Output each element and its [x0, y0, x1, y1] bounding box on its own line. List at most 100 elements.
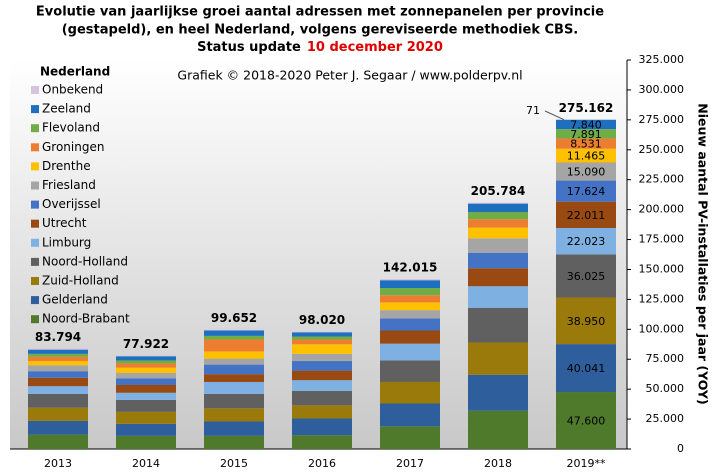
- bar-segment: [380, 330, 440, 344]
- y-tick-label: 200.000: [639, 203, 685, 216]
- y-tick-label: 275.000: [639, 113, 685, 126]
- y-tick-label: 25.000: [646, 412, 685, 425]
- bar-segment: [556, 148, 616, 163]
- y-tick-label: 0: [677, 442, 684, 455]
- bar-segment: [292, 339, 352, 345]
- bar-segment: [28, 356, 88, 362]
- y-tick-label: 325.000: [639, 53, 685, 66]
- legend-title: Nederland: [40, 65, 110, 79]
- x-tick-label: 2013: [44, 457, 72, 470]
- bar-segment: [204, 408, 264, 422]
- bar-segment: [380, 426, 440, 449]
- status-label: Status update: [197, 40, 301, 55]
- value-label: 47.600: [567, 415, 606, 428]
- bar-segment: [116, 411, 176, 424]
- bar-segment: [28, 361, 88, 366]
- bar-segment: [468, 202, 528, 204]
- bar-segment: [292, 353, 352, 362]
- bar-segment: [292, 331, 352, 333]
- bar-segment: [556, 228, 616, 255]
- bar-segment: [116, 392, 176, 400]
- bar-segment: [380, 310, 440, 319]
- bar-segment: [204, 381, 264, 394]
- bar-segment: [116, 378, 176, 385]
- bar-segment: [28, 407, 88, 421]
- bar-segment: [556, 201, 616, 229]
- value-label: 7.840: [570, 118, 602, 131]
- bar-segment: [28, 365, 88, 372]
- bar-segment: [116, 399, 176, 412]
- bar-segment: [28, 393, 88, 408]
- bar-segment: [292, 418, 352, 436]
- bar-segment: [380, 280, 440, 289]
- bar-segment: [28, 353, 88, 357]
- bar-segment: [204, 393, 264, 409]
- legend-swatch: [31, 238, 39, 247]
- bar-segment: [556, 119, 616, 130]
- bar-segment: [204, 335, 264, 340]
- value-label: 8.531: [570, 138, 602, 151]
- legend-swatch: [31, 105, 39, 114]
- bar-segment: [292, 344, 352, 354]
- legend-swatch: [31, 162, 39, 171]
- bar-segment: [28, 420, 88, 435]
- bar-segment: [292, 405, 352, 419]
- legend-swatch: [31, 257, 39, 266]
- legend-swatch: [31, 315, 39, 324]
- bar-segment: [380, 295, 440, 303]
- bar-segment: [556, 297, 616, 345]
- bar-segment: [292, 435, 352, 449]
- legend-label: Limburg: [42, 235, 91, 249]
- bar-segment: [204, 421, 264, 436]
- total-label: 77.922: [123, 337, 169, 351]
- bar-segment: [380, 403, 440, 427]
- bar-segment: [204, 339, 264, 352]
- y-tick-label: 175.000: [639, 233, 685, 246]
- total-label: 275.162: [559, 101, 614, 115]
- y-tick-label: 125.000: [639, 292, 685, 305]
- bar-segment: [204, 330, 264, 336]
- bar-segment: [468, 410, 528, 449]
- bar-segment: [468, 252, 528, 269]
- bar-segment: [380, 318, 440, 331]
- bar-segment: [116, 435, 176, 449]
- bar-segment: [380, 279, 440, 281]
- bar-segment: [292, 361, 352, 371]
- legend-label: Friesland: [42, 178, 96, 192]
- bar-segment: [28, 434, 88, 449]
- legend-label: Drenthe: [42, 159, 91, 173]
- value-label: 7.891: [570, 128, 602, 141]
- bar-segment: [380, 360, 440, 382]
- annotation: Grafiek © 2018-2020 Peter J. Segaar / ww…: [177, 68, 522, 83]
- legend-label: Noord-Brabant: [42, 312, 130, 326]
- legend-label: Utrecht: [42, 216, 87, 230]
- total-label: 99.652: [211, 311, 257, 325]
- bar-segment: [556, 180, 616, 202]
- legend-swatch: [31, 200, 39, 209]
- bar-segment: [468, 307, 528, 343]
- legend-swatch: [31, 296, 39, 305]
- bar-segment: [468, 203, 528, 213]
- total-label: 142.015: [383, 261, 438, 275]
- bar-segment: [204, 435, 264, 449]
- y-tick-label: 75.000: [646, 352, 685, 365]
- total-label: 98.020: [299, 313, 345, 327]
- value-label: 15.090: [567, 166, 606, 179]
- y-tick-label: 50.000: [646, 382, 685, 395]
- bar-segment: [116, 372, 176, 379]
- bar-segment: [116, 355, 176, 357]
- value-label: 38.950: [567, 315, 606, 328]
- legend-swatch: [31, 277, 39, 285]
- bar-segment: [468, 227, 528, 239]
- value-label: 22.023: [567, 235, 606, 248]
- legend-swatch: [31, 181, 39, 190]
- y-tick-label: 150.000: [639, 262, 685, 275]
- chart-title: (gestapeld), en heel Nederland, volgens …: [62, 23, 579, 38]
- value-label: 36.025: [567, 270, 606, 283]
- legend-label: Zuid-Holland: [42, 274, 119, 288]
- bar-segment: [28, 348, 88, 350]
- leader-line: [544, 110, 565, 121]
- x-tick-label: 2017: [396, 457, 424, 470]
- legend-label: Zeeland: [42, 102, 91, 116]
- bar-segment: [292, 332, 352, 337]
